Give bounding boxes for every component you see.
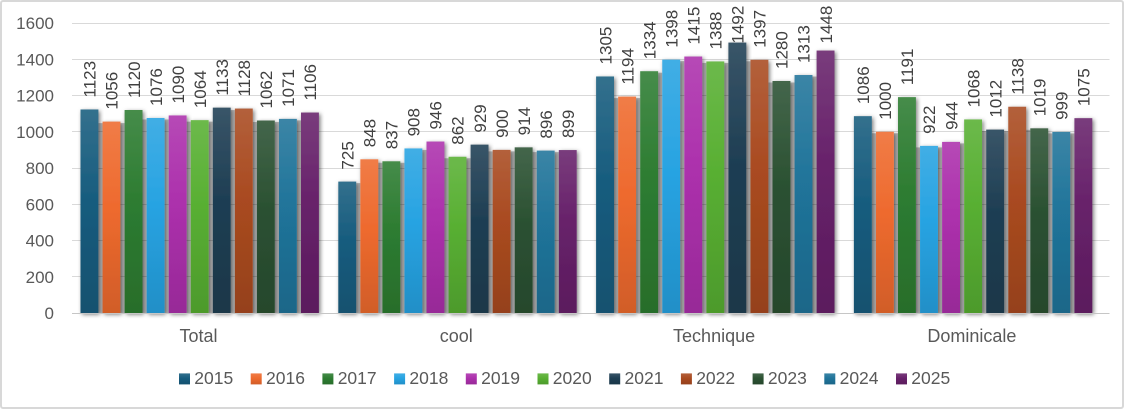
svg-text:1012: 1012	[986, 80, 1005, 118]
svg-text:1133: 1133	[213, 59, 232, 96]
svg-text:Technique: Technique	[673, 326, 755, 346]
svg-text:2020: 2020	[553, 368, 592, 388]
svg-text:2016: 2016	[266, 368, 305, 388]
svg-text:2015: 2015	[194, 368, 233, 388]
svg-text:1280: 1280	[773, 31, 792, 69]
svg-text:1000: 1000	[876, 82, 895, 120]
svg-text:2017: 2017	[338, 368, 377, 388]
svg-text:725: 725	[338, 141, 357, 169]
svg-text:200: 200	[26, 268, 54, 287]
svg-text:1000: 1000	[16, 123, 54, 142]
svg-text:1076: 1076	[147, 68, 166, 106]
svg-text:944: 944	[942, 102, 961, 130]
svg-text:914: 914	[515, 107, 534, 135]
svg-text:1075: 1075	[1075, 68, 1094, 106]
svg-text:1086: 1086	[854, 66, 873, 104]
svg-text:1313: 1313	[795, 25, 814, 63]
svg-text:1064: 1064	[191, 70, 210, 108]
svg-text:1123: 1123	[81, 61, 100, 98]
svg-text:1397: 1397	[751, 10, 770, 48]
svg-text:2025: 2025	[911, 368, 950, 388]
svg-text:0: 0	[45, 304, 54, 323]
svg-text:862: 862	[449, 116, 468, 144]
svg-text:1071: 1071	[279, 69, 298, 107]
svg-text:1138: 1138	[1008, 58, 1027, 95]
svg-text:1106: 1106	[301, 64, 320, 101]
svg-text:1398: 1398	[662, 10, 681, 48]
svg-text:900: 900	[493, 110, 512, 138]
svg-text:1120: 1120	[125, 61, 144, 98]
svg-text:1600: 1600	[16, 14, 54, 33]
svg-text:837: 837	[383, 121, 402, 149]
svg-text:2023: 2023	[768, 368, 807, 388]
svg-text:1415: 1415	[684, 7, 703, 45]
svg-text:1448: 1448	[817, 6, 836, 44]
svg-text:1400: 1400	[16, 51, 54, 70]
svg-text:1019: 1019	[1030, 78, 1049, 116]
svg-text:1194: 1194	[618, 48, 637, 85]
svg-text:999: 999	[1053, 92, 1072, 120]
svg-text:2018: 2018	[409, 368, 448, 388]
svg-text:1492: 1492	[729, 6, 748, 44]
svg-text:1200: 1200	[16, 87, 54, 106]
svg-text:929: 929	[471, 104, 490, 132]
svg-text:1062: 1062	[257, 71, 276, 109]
svg-text:848: 848	[361, 119, 380, 147]
svg-text:1388: 1388	[707, 12, 726, 50]
svg-text:1128: 1128	[235, 60, 254, 97]
svg-text:899: 899	[559, 110, 578, 138]
svg-text:2021: 2021	[625, 368, 664, 388]
svg-text:896: 896	[537, 110, 556, 138]
svg-text:946: 946	[427, 101, 446, 129]
svg-text:800: 800	[26, 159, 54, 178]
svg-text:1191: 1191	[898, 49, 917, 86]
svg-text:400: 400	[26, 232, 54, 251]
svg-text:600: 600	[26, 195, 54, 214]
svg-text:2019: 2019	[481, 368, 520, 388]
svg-text:Total: Total	[179, 326, 217, 346]
svg-text:2024: 2024	[840, 368, 879, 388]
svg-text:1305: 1305	[596, 27, 615, 65]
svg-text:2022: 2022	[696, 368, 735, 388]
svg-text:cool: cool	[440, 326, 473, 346]
svg-text:1068: 1068	[964, 70, 983, 108]
svg-text:1056: 1056	[103, 72, 122, 110]
svg-text:Dominicale: Dominicale	[927, 326, 1016, 346]
svg-text:922: 922	[920, 106, 939, 134]
svg-text:908: 908	[405, 108, 424, 136]
svg-text:1334: 1334	[640, 21, 659, 59]
svg-text:1090: 1090	[169, 66, 188, 104]
